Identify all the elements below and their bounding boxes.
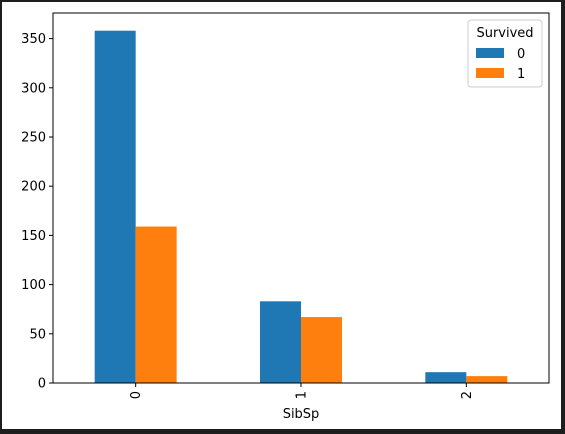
chart-frame: 0 50 100 150 200 250 300 350 0 1 2 SibSp Survived… xyxy=(2,2,561,429)
y-tick-label-50: 50 xyxy=(29,327,46,342)
legend-label-0: 0 xyxy=(517,47,525,62)
y-tick-label-150: 150 xyxy=(21,229,46,244)
y-tick-label-250: 250 xyxy=(21,130,46,145)
y-axis: 0 50 100 150 200 250 300 350 xyxy=(21,32,53,392)
bar-chart: 0 50 100 150 200 250 300 350 0 1 2 SibSp Survived… xyxy=(21,12,550,422)
bar-sibsp-2-survived-0 xyxy=(425,372,467,383)
bar-sibsp-1-survived-1 xyxy=(301,317,342,383)
legend-label-1: 1 xyxy=(517,67,525,82)
legend-title: Survived xyxy=(476,26,533,41)
bar-sibsp-2-survived-1 xyxy=(466,376,508,383)
x-tick-label-2: 2 xyxy=(460,391,475,399)
legend: Survived 0 1 xyxy=(467,19,543,88)
y-tick-label-350: 350 xyxy=(21,32,46,47)
x-tick-label-1: 1 xyxy=(295,391,310,399)
y-tick-label-100: 100 xyxy=(21,278,46,293)
y-tick-label-0: 0 xyxy=(38,377,46,392)
bar-sibsp-1-survived-0 xyxy=(260,301,301,383)
legend-swatch-1 xyxy=(476,68,504,78)
x-axis-label: SibSp xyxy=(283,407,320,422)
x-tick-label-0: 0 xyxy=(129,391,144,399)
bars-group xyxy=(94,30,508,383)
bar-sibsp-0-survived-1 xyxy=(135,226,177,383)
x-axis: 0 1 2 xyxy=(129,383,475,399)
legend-swatch-0 xyxy=(476,48,504,58)
y-tick-label-300: 300 xyxy=(21,81,46,96)
bar-sibsp-0-survived-0 xyxy=(94,30,136,383)
y-tick-label-200: 200 xyxy=(21,180,46,195)
